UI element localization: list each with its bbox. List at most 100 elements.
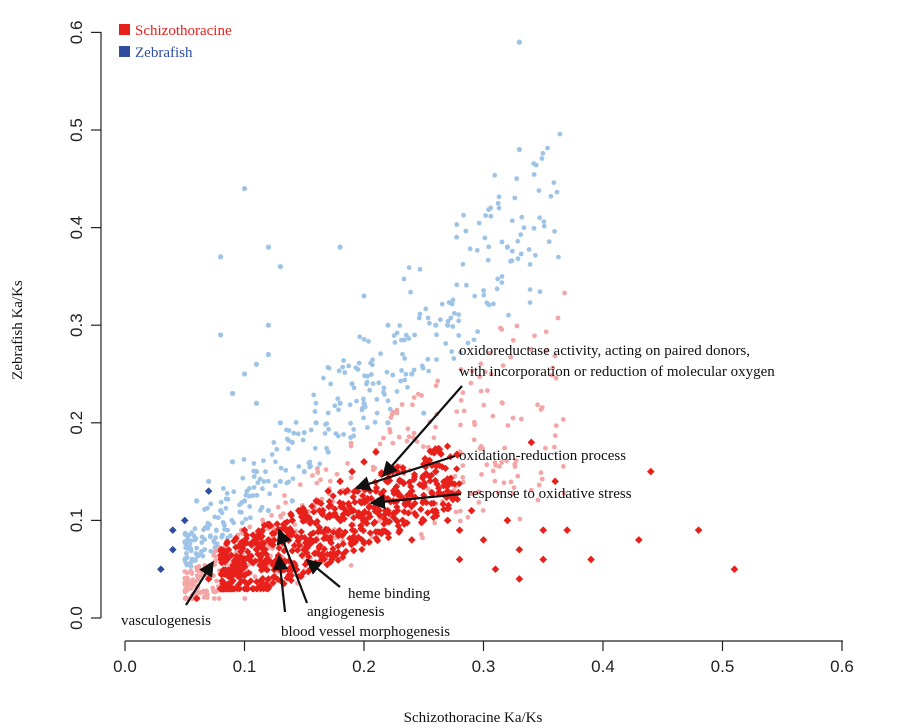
schizothoracine-point: [293, 546, 302, 554]
background-point: [492, 478, 498, 484]
annotation-label: blood vessel morphogenesis: [281, 624, 450, 640]
background-point: [185, 534, 191, 539]
schizothoracine-point: [331, 511, 339, 519]
background-point: [433, 424, 438, 430]
schizothoracine-point: [445, 504, 453, 513]
schizothoracine-point: [236, 585, 244, 593]
zebrafish-point: [337, 244, 343, 250]
zebrafish-point: [421, 410, 427, 416]
background-point: [341, 358, 346, 363]
background-point: [381, 385, 387, 391]
x-tick-label: 0.2: [352, 657, 376, 676]
background-point: [390, 372, 396, 378]
schizothoracine-point: [405, 478, 414, 486]
schizothoracine-point: [222, 556, 230, 564]
background-point: [406, 434, 412, 440]
background-point: [317, 461, 323, 467]
background-point: [351, 427, 357, 432]
background-point: [199, 540, 205, 545]
background-point: [274, 446, 280, 452]
background-point: [485, 257, 491, 263]
x-tick-label: 0.1: [233, 657, 257, 676]
background-point: [201, 594, 207, 600]
background-point: [374, 410, 380, 416]
schizothoracine-point: [265, 582, 273, 591]
background-point: [202, 525, 208, 531]
background-point: [312, 445, 318, 451]
background-point: [213, 548, 219, 554]
background-point: [487, 350, 493, 356]
background-point: [193, 578, 199, 584]
background-point: [300, 437, 306, 443]
schizothoracine-point: [229, 577, 237, 585]
schizothoracine-point: [352, 487, 360, 495]
background-point: [496, 205, 502, 211]
x-tick-label: 0.5: [711, 657, 735, 676]
zebrafish-point: [204, 487, 213, 495]
schizothoracine-point: [563, 526, 571, 534]
zebrafish-point: [265, 351, 271, 358]
schizothoracine-point: [348, 467, 356, 476]
zebrafish-point: [504, 244, 510, 250]
schizothoracine-point: [422, 498, 430, 507]
zebrafish-point: [180, 516, 189, 525]
schizothoracine-point: [320, 545, 329, 553]
background-point: [483, 213, 488, 218]
x-tick-label: 0.6: [830, 657, 854, 676]
schizothoracine-point: [251, 557, 260, 565]
background-point: [454, 282, 460, 288]
zebrafish-point: [301, 469, 307, 475]
background-point: [418, 532, 424, 537]
background-point: [457, 518, 463, 524]
x-axis-label: Schizothoracine Ka/Ks: [404, 710, 543, 726]
schizothoracine-point: [320, 555, 329, 563]
background-point: [543, 329, 549, 335]
background-point: [450, 324, 456, 329]
schizothoracine-point: [435, 444, 443, 452]
background-point: [518, 251, 524, 257]
schizothoracine-point: [451, 480, 459, 488]
schizothoracine-point: [264, 575, 273, 583]
schizothoracine-point: [297, 533, 305, 541]
background-point: [247, 504, 253, 509]
background-point: [502, 445, 508, 451]
background-point: [308, 427, 314, 433]
zebrafish-point: [516, 39, 522, 45]
schizothoracine-point: [263, 566, 271, 574]
background-point: [508, 479, 514, 485]
schizothoracine-point: [426, 447, 434, 455]
background-point: [515, 256, 521, 262]
background-point: [377, 441, 383, 447]
schizothoracine-point: [322, 534, 330, 542]
background-point: [275, 504, 281, 510]
background-point: [222, 522, 227, 528]
zebrafish-point: [349, 381, 355, 387]
schizothoracine-point: [227, 551, 236, 559]
background-point: [291, 430, 297, 436]
zebrafish-point: [265, 508, 271, 514]
background-point: [310, 473, 315, 478]
background-point: [434, 332, 439, 338]
background-point: [271, 440, 277, 445]
background-point: [454, 234, 459, 240]
background-point: [561, 490, 567, 496]
background-point: [451, 356, 457, 361]
schizothoracine-point: [329, 545, 337, 553]
background-point: [348, 420, 353, 426]
background-point: [528, 346, 534, 352]
background-point: [512, 461, 518, 467]
background-point: [435, 378, 441, 384]
schizothoracine-point: [338, 531, 347, 539]
annotation-arrow: [272, 554, 289, 613]
schizothoracine-point: [381, 515, 389, 523]
background-point: [553, 423, 559, 429]
schizothoracine-point: [358, 545, 366, 553]
background-point: [432, 520, 438, 526]
y-tick-label: 0.2: [67, 411, 86, 435]
background-point: [528, 487, 534, 493]
schizothoracine-point: [328, 554, 336, 562]
zebrafish-point: [253, 469, 260, 475]
background-point: [458, 397, 464, 403]
schizothoracine-point: [288, 547, 296, 555]
background-point: [425, 486, 431, 492]
